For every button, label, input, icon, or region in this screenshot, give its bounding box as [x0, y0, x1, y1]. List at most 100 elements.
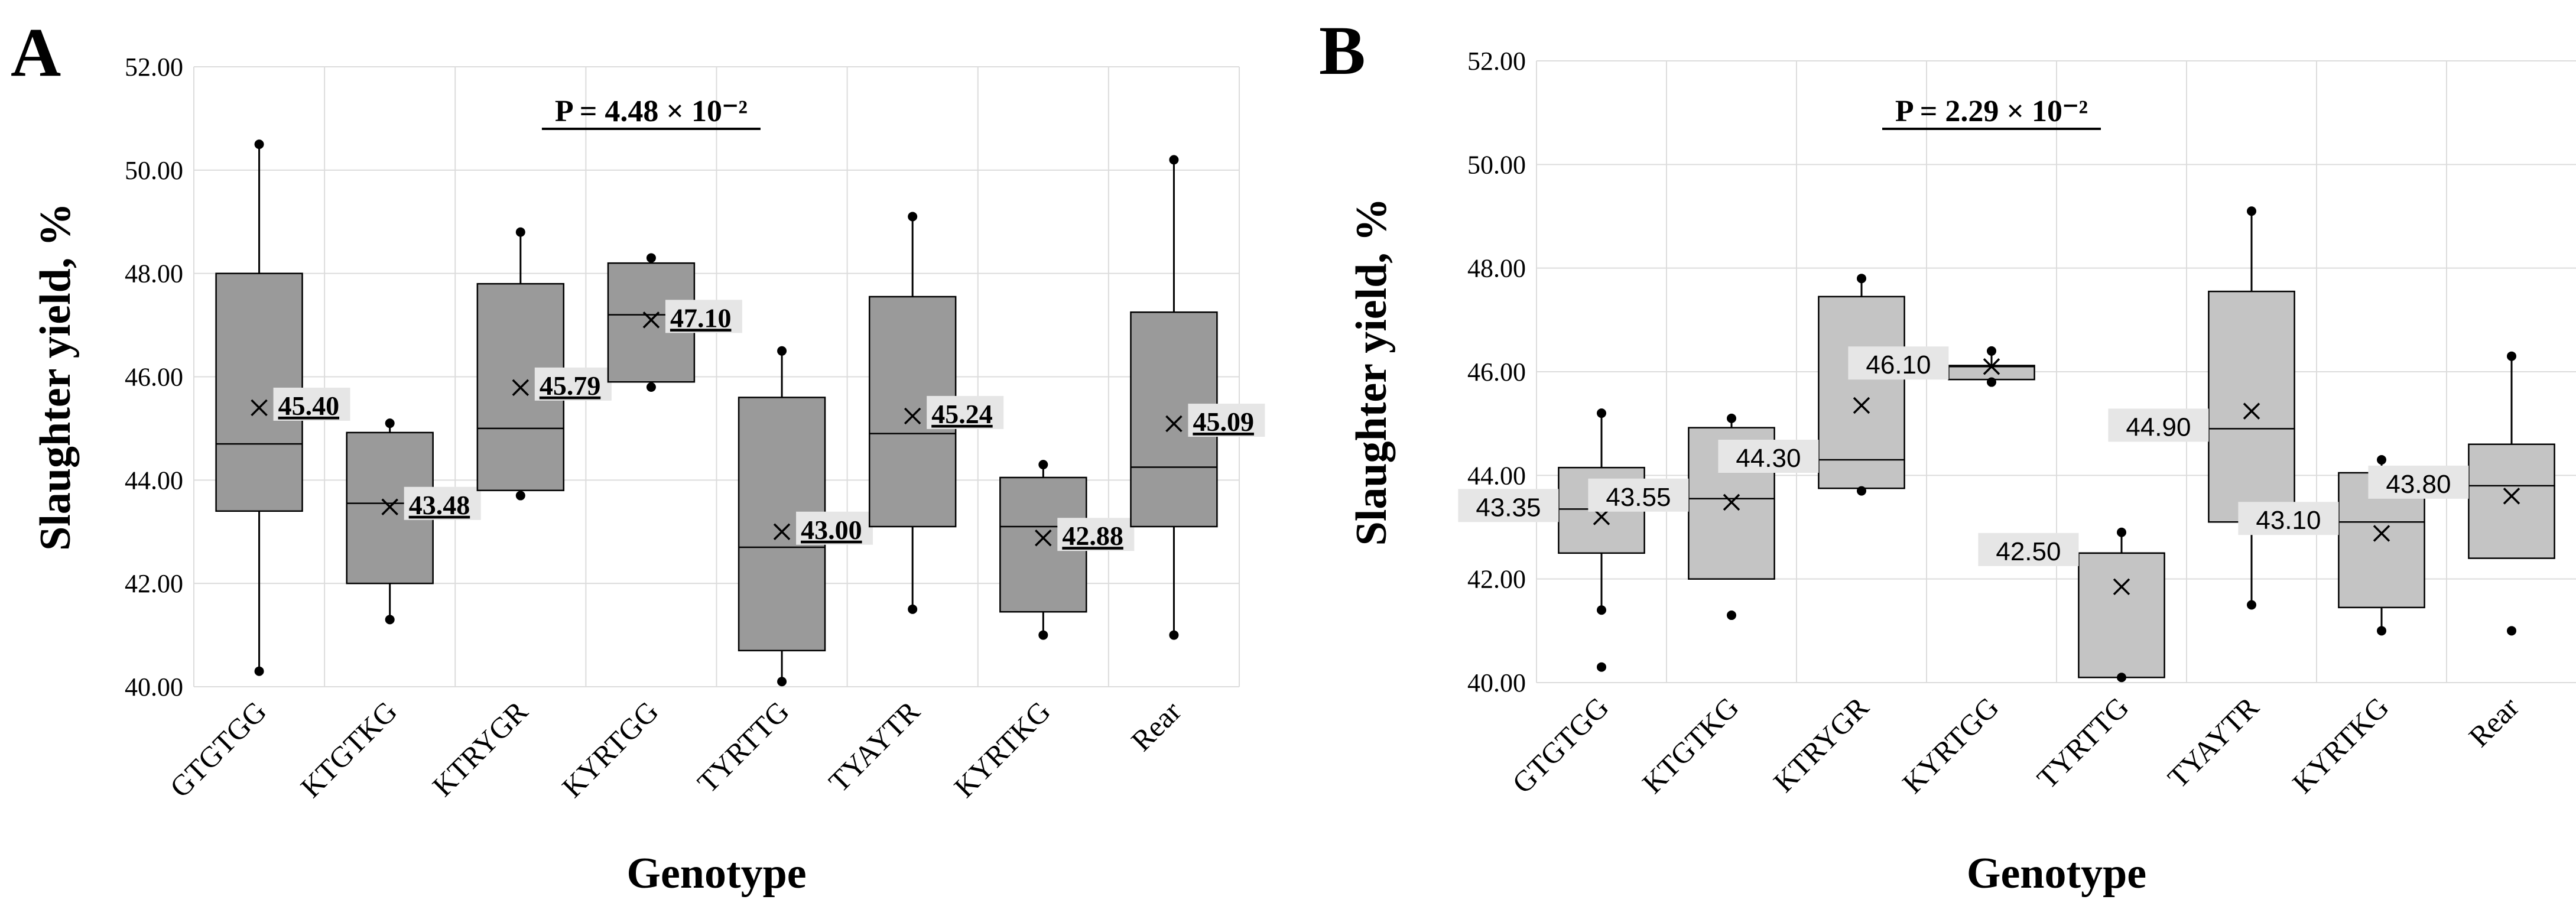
data-point: [1038, 630, 1048, 640]
p-value-annotation: P = 2.29 × 10⁻²: [1895, 95, 2088, 128]
data-label: 45.40: [278, 391, 340, 421]
mean-marker: [1853, 397, 1870, 414]
box-tyaytr: 44.90 TYAYTR: [2108, 206, 2295, 794]
data-point: [1038, 460, 1048, 470]
data-label-bg: [1848, 346, 1949, 380]
x-tick-label: KTGTKG: [1636, 690, 1745, 800]
x-axis-title: Genotype: [1967, 849, 2146, 898]
data-point: [2247, 600, 2256, 610]
data-label: 42.88: [1062, 521, 1123, 551]
y-tick-label: 52.00: [1467, 47, 1526, 76]
mean-marker: [1035, 530, 1052, 547]
y-axis-title: Slaughter yield, %: [1347, 198, 1396, 546]
data-label: 44.30: [1736, 444, 1801, 473]
data-point: [2247, 206, 2256, 216]
data-label-bg: [2108, 408, 2209, 442]
x-axis-title: Genotype: [626, 849, 806, 898]
data-point: [2377, 455, 2386, 465]
data-point: [2117, 673, 2126, 683]
data-label: 44.90: [2126, 413, 2191, 441]
data-label: 43.55: [1606, 483, 1671, 512]
mean-marker: [642, 311, 660, 329]
data-point: [254, 139, 264, 150]
y-tick-label: 52.00: [125, 53, 183, 82]
box-iqr: [1818, 295, 1905, 489]
data-point: [1597, 408, 1606, 418]
y-tick-label: 40.00: [125, 673, 183, 702]
data-point: [777, 677, 787, 687]
y-tick-label: 46.00: [125, 363, 183, 392]
data-label: 47.10: [670, 303, 732, 333]
x-tick-label: KTRYGR: [1767, 690, 1875, 798]
mean-marker: [381, 498, 398, 516]
y-tick-label: 48.00: [125, 259, 183, 288]
x-tick-label: KYRTGG: [556, 694, 665, 804]
data-point: [1597, 662, 1606, 672]
data-point: [2507, 351, 2516, 361]
data-label: 43.10: [2256, 506, 2321, 535]
mean-marker: [2503, 488, 2520, 505]
data-label-bg: [796, 511, 873, 545]
panel-letter: B: [1319, 12, 1366, 89]
data-point: [2377, 626, 2386, 636]
y-tick-label: 50.00: [1467, 150, 1526, 179]
y-tick-label: 42.00: [125, 569, 183, 598]
data-label-bg: [2368, 465, 2469, 499]
x-tick-label: KTGTKG: [294, 694, 404, 804]
box-tyrttg: 43.00 TYRTTG: [691, 346, 873, 799]
x-tick-label: TYAYTR: [822, 694, 926, 798]
box-iqr: [2468, 443, 2555, 559]
data-label: 42.50: [1996, 537, 2061, 566]
x-tick-label: GTGTGG: [1506, 690, 1615, 800]
data-label-bg: [665, 300, 742, 333]
x-tick-label: Rear: [1125, 694, 1188, 758]
box-kyrtkg: 42.88 KYRTKG: [947, 460, 1135, 804]
mean-marker: [773, 523, 791, 540]
panel-letter: A: [11, 14, 61, 91]
mean-marker: [2243, 402, 2260, 420]
data-label: 45.24: [931, 399, 993, 429]
data-point: [1727, 413, 1736, 423]
box-tyaytr: 45.24 TYAYTR: [822, 212, 1004, 798]
y-tick-label: 46.00: [1467, 358, 1526, 387]
data-point: [908, 604, 918, 614]
data-point: [1727, 611, 1736, 621]
x-tick-label: TYRTTG: [2031, 690, 2135, 795]
y-tick-label: 42.00: [1467, 565, 1526, 594]
box-gtgtgg: 45.40 GTGTGG: [163, 139, 350, 804]
mean-marker: [251, 399, 268, 417]
data-label-bg: [534, 367, 612, 401]
data-label-bg: [273, 387, 350, 421]
data-label-bg: [1458, 489, 1559, 522]
data-label: 45.09: [1193, 407, 1254, 437]
mean-marker: [1983, 358, 2000, 375]
box-iqr: [2078, 552, 2165, 678]
y-axis-title: Slaughter yield, %: [31, 203, 80, 551]
data-point: [385, 418, 395, 428]
box-tyrttg: 42.50 TYRTTG: [1978, 527, 2165, 795]
x-tick-label: Rear: [2462, 690, 2525, 754]
data-label-bg: [1588, 478, 1689, 512]
data-point: [646, 253, 656, 263]
data-label-bg: [1718, 440, 1819, 473]
data-label-bg: [927, 395, 1004, 429]
mean-marker: [1723, 493, 1740, 511]
data-point: [1857, 274, 1866, 284]
data-label: 43.35: [1476, 493, 1541, 522]
box-rear: 45.09 Rear: [1125, 155, 1265, 758]
y-tick-label: 48.00: [1467, 254, 1526, 283]
x-tick-label: TYAYTR: [2161, 690, 2265, 794]
data-point: [2117, 527, 2126, 537]
data-point: [1169, 155, 1179, 165]
data-point: [908, 212, 918, 222]
box-iqr: [2208, 290, 2295, 523]
data-label-bg: [404, 486, 481, 520]
mean-marker: [2113, 578, 2130, 596]
panel-b: 40.00 42.00 44.00 46.00 48.00 50.00 52.00 B Slau…: [1319, 12, 2576, 898]
data-label-bg: [1188, 404, 1265, 437]
y-tick-label: 50.00: [125, 156, 183, 185]
x-tick-label: TYRTTG: [691, 694, 795, 799]
data-point: [646, 382, 656, 392]
y-tick-label: 40.00: [1467, 668, 1526, 697]
